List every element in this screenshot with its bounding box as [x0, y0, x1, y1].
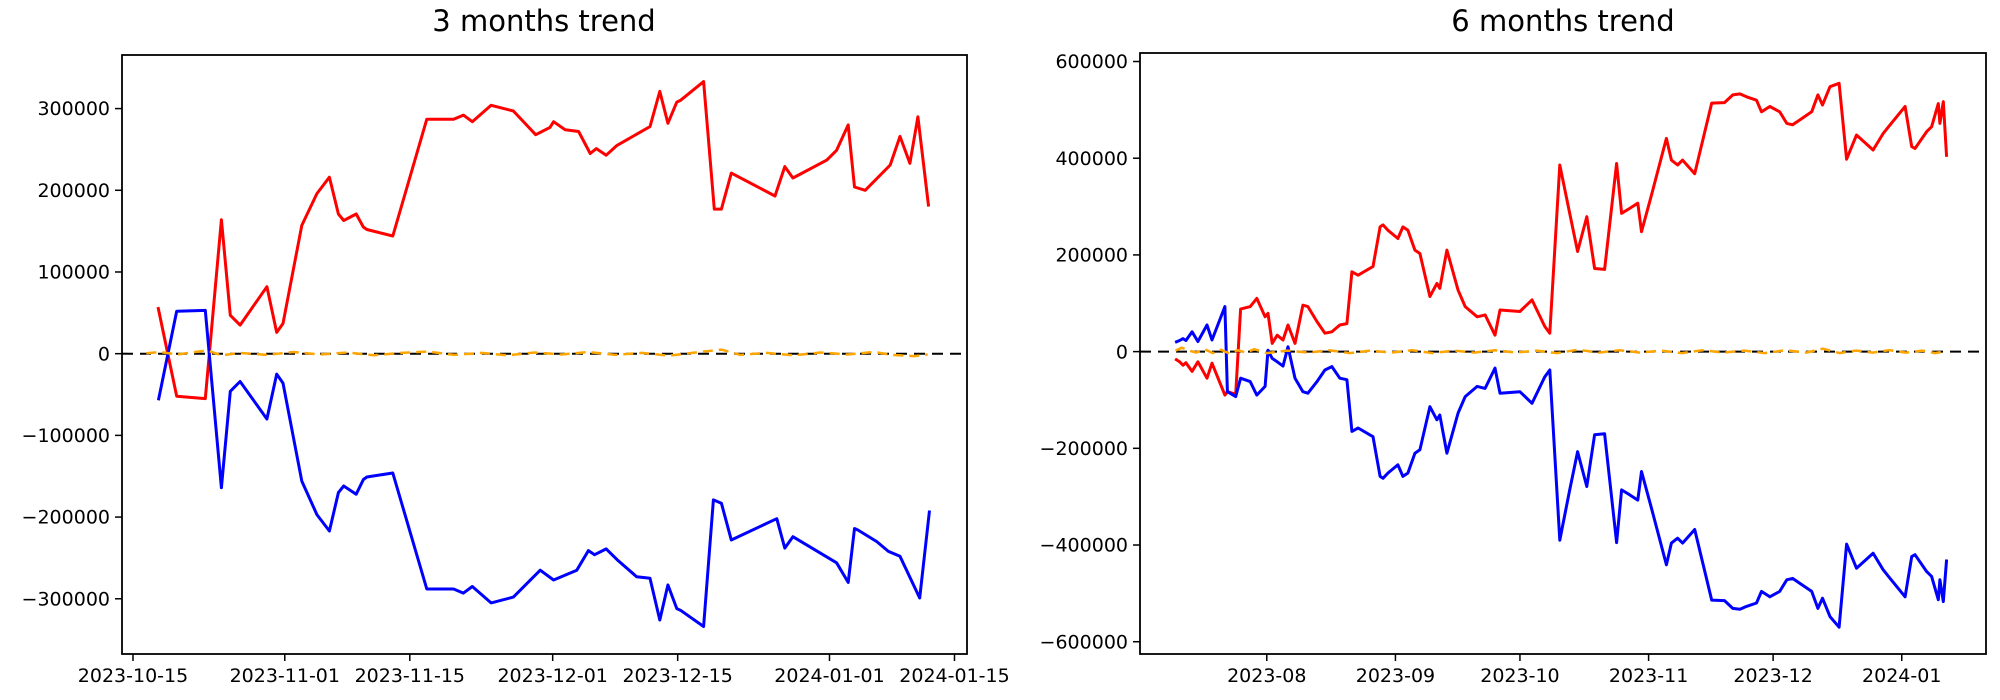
6-months-negative-trend	[1174, 305, 1949, 629]
3-months-y-tick-label: 200000	[37, 180, 110, 202]
3-months-y-tick-label: 0	[98, 343, 110, 365]
6-months-x-tick-label: 2023-12	[1733, 665, 1812, 687]
3-months-positive-trend	[156, 80, 931, 401]
6-months-x-tick-label: 2023-09	[1356, 665, 1435, 687]
chart-title-6-months: 6 months trend	[1451, 4, 1675, 38]
6-months-y-tick-label: −600000	[1040, 631, 1128, 653]
3-months-plot-border	[121, 54, 968, 655]
3-months-negative-trend	[156, 308, 931, 628]
6-months-plot-border	[1139, 52, 1987, 655]
3-months-y-tick-label: −100000	[22, 425, 110, 447]
6-months-x-tick-label: 2024-01	[1862, 665, 1941, 687]
6-months-y-tick-label: 400000	[1055, 148, 1128, 170]
6-months-x-tick-label: 2023-11	[1609, 665, 1688, 687]
6-months-y-tick-label: 200000	[1055, 245, 1128, 267]
6-months-y-tick-label: 600000	[1055, 51, 1128, 73]
chart-title-3-months: 3 months trend	[432, 4, 656, 38]
3-months-x-tick-label: 2023-12-01	[497, 665, 607, 687]
3-months-x-tick-label: 2024-01-15	[899, 665, 1009, 687]
6-months-y-tick-label: 0	[1116, 341, 1128, 363]
6-months-x-tick-label: 2023-08	[1227, 665, 1306, 687]
6-months-y-tick-label: −400000	[1040, 535, 1128, 557]
6-months-x-tick-label: 2023-10	[1480, 665, 1559, 687]
6-months-y-tick-label: −200000	[1040, 438, 1128, 460]
3-months-y-tick-label: −300000	[22, 588, 110, 610]
6-months-positive-trend	[1174, 81, 1949, 397]
6-months-net-trend	[1174, 346, 1947, 355]
3-months-net-trend	[146, 348, 928, 358]
3-months-x-tick-label: 2023-12-15	[622, 665, 732, 687]
3-months-x-tick-label: 2023-11-15	[355, 665, 465, 687]
3-months-x-tick-label: 2023-11-01	[230, 665, 340, 687]
3-months-x-tick-label: 2024-01-01	[774, 665, 884, 687]
3-months-y-tick-label: 100000	[37, 262, 110, 284]
3-months-y-tick-label: −200000	[22, 507, 110, 529]
3-months-y-tick-label: 300000	[37, 98, 110, 120]
3-months-x-tick-label: 2023-10-15	[78, 665, 188, 687]
